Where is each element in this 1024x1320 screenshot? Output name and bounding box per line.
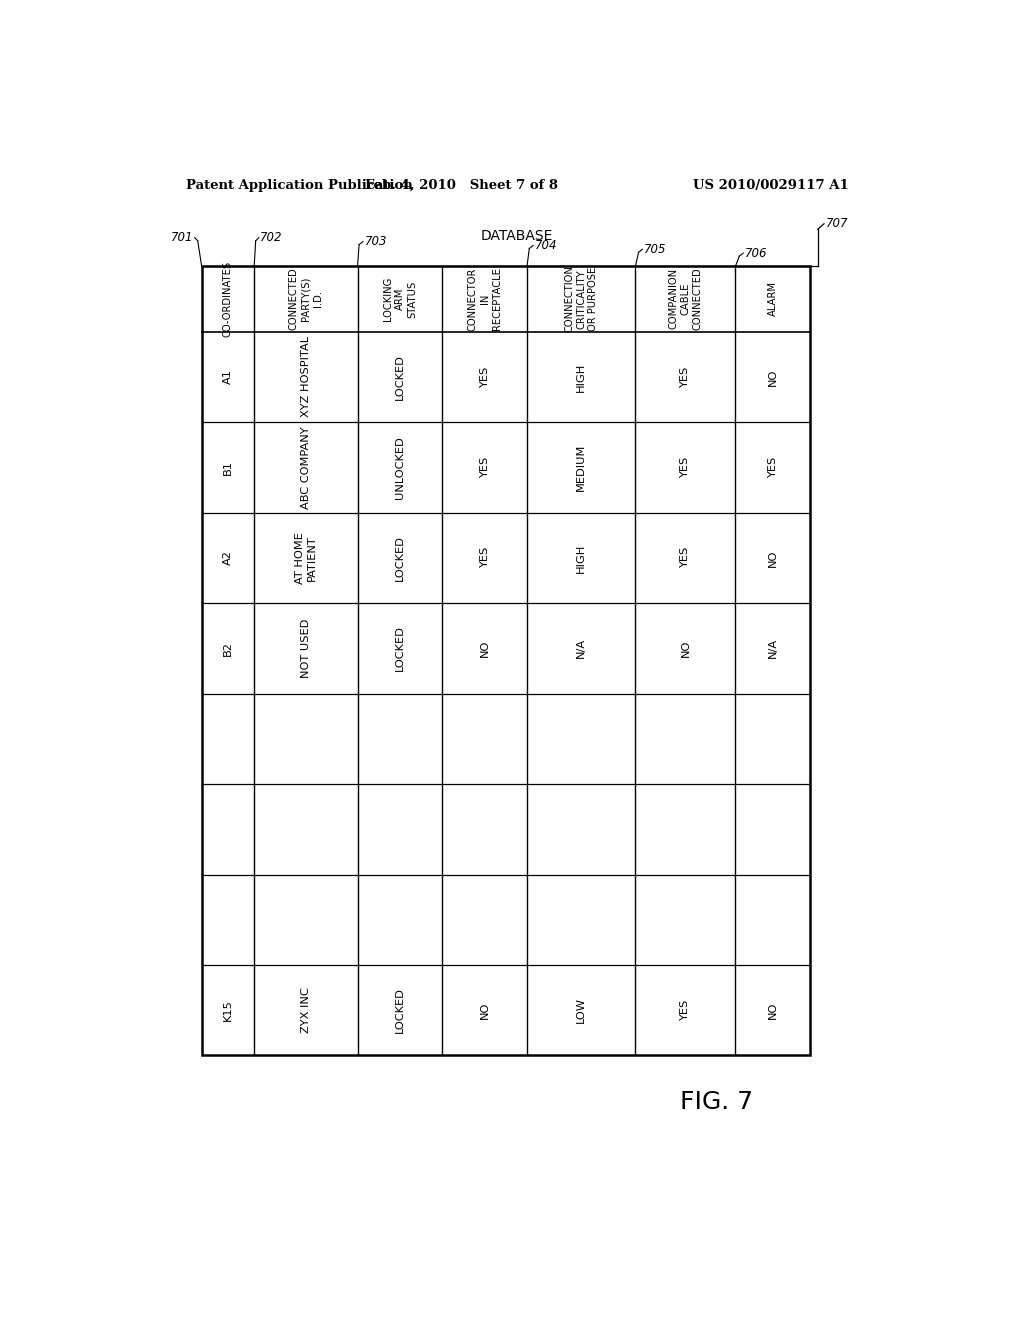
Text: YES: YES [479,457,489,478]
Text: LOW: LOW [577,997,586,1023]
Text: NO: NO [479,640,489,657]
Text: NO: NO [768,549,777,566]
Text: NOT USED: NOT USED [301,619,311,678]
Text: 706: 706 [744,247,767,260]
Text: LOCKED: LOCKED [395,354,404,400]
Text: YES: YES [680,548,690,569]
Text: YES: YES [680,457,690,478]
Text: HIGH: HIGH [577,543,586,573]
Text: Patent Application Publication: Patent Application Publication [186,178,413,191]
Text: K15: K15 [223,999,232,1022]
Text: YES: YES [680,366,690,388]
Text: ALARM: ALARM [768,281,777,317]
Text: 704: 704 [535,239,557,252]
Text: CONNECTOR
IN
RECEPTACLE: CONNECTOR IN RECEPTACLE [468,267,502,330]
Text: FIG. 7: FIG. 7 [680,1089,754,1114]
Text: 703: 703 [365,235,387,248]
Text: US 2010/0029117 A1: US 2010/0029117 A1 [693,178,849,191]
Text: NO: NO [768,1002,777,1019]
Text: A2: A2 [223,550,232,565]
Text: ABC COMPANY: ABC COMPANY [301,426,311,508]
Text: YES: YES [479,366,489,388]
Text: XYZ HOSPITAL: XYZ HOSPITAL [301,337,311,417]
Text: CONNECTED
PARTY(S)
I.D.: CONNECTED PARTY(S) I.D. [289,268,323,330]
Text: CO-ORDINATES: CO-ORDINATES [223,261,232,337]
Text: NO: NO [479,1002,489,1019]
Text: ZYX INC: ZYX INC [301,987,311,1034]
Text: AT HOME
PATIENT: AT HOME PATIENT [295,532,316,583]
Text: NO: NO [680,640,690,657]
Text: DATABASE: DATABASE [480,230,553,243]
Text: HIGH: HIGH [577,362,586,392]
Text: CONNECTION
CRITICALITY
OR PURPOSE: CONNECTION CRITICALITY OR PURPOSE [564,265,598,333]
Text: B1: B1 [223,459,232,475]
Text: COMPANION
CABLE
CONNECTED: COMPANION CABLE CONNECTED [669,268,702,330]
Text: N/A: N/A [768,639,777,659]
Text: UNLOCKED: UNLOCKED [395,436,404,499]
Text: MEDIUM: MEDIUM [577,444,586,491]
Text: NO: NO [768,368,777,385]
Text: LOCKING
ARM
STATUS: LOCKING ARM STATUS [383,277,417,321]
Text: YES: YES [680,999,690,1020]
Text: Feb. 4, 2010   Sheet 7 of 8: Feb. 4, 2010 Sheet 7 of 8 [365,178,558,191]
Text: 701: 701 [171,231,194,244]
Text: 707: 707 [825,218,848,231]
Text: 702: 702 [260,231,283,244]
Text: N/A: N/A [577,639,586,659]
Text: LOCKED: LOCKED [395,626,404,672]
Text: LOCKED: LOCKED [395,535,404,581]
Text: YES: YES [768,457,777,478]
Text: B2: B2 [223,642,232,656]
Text: LOCKED: LOCKED [395,987,404,1034]
Text: A1: A1 [223,370,232,384]
Bar [202,267,810,1056]
Text: 705: 705 [644,243,667,256]
Text: YES: YES [479,548,489,569]
